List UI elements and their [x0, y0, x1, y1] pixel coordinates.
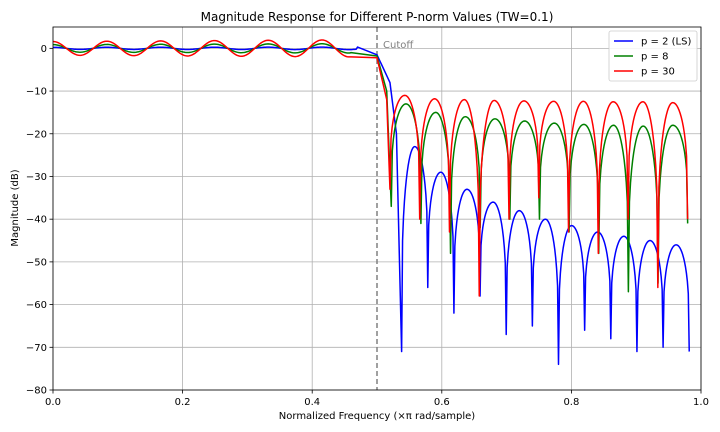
plot-frame [52, 26, 702, 391]
series-line-1 [52, 46, 690, 366]
y-tick-label: −30 [26, 172, 47, 183]
cutoff-layer: Cutoff [376, 27, 414, 390]
legend: p = 2 (LS) p = 8 p = 30 [608, 30, 698, 82]
y-tick-label: −10 [26, 87, 47, 98]
y-tick-label: −40 [26, 215, 47, 226]
chart-title: Magnitude Response for Different P-norm … [201, 10, 554, 24]
x-tick-label: 0.8 [563, 397, 579, 408]
x-tick-label: 0.2 [175, 397, 191, 408]
y-tick-label: −50 [26, 257, 47, 268]
y-tick-label: −60 [26, 300, 47, 311]
legend-box [608, 30, 698, 82]
cutoff-annotation: Cutoff [383, 40, 414, 51]
legend-label: p = 30 [641, 67, 675, 78]
series-line-3 [52, 39, 689, 297]
y-tick-label: −70 [26, 343, 47, 354]
x-tick-label: 1.0 [693, 397, 709, 408]
y-tick-label: −20 [26, 129, 47, 140]
series-layer [52, 39, 690, 366]
x-tick-label: 0.0 [45, 397, 61, 408]
y-axis-label: Magnitude (dB) [10, 169, 21, 246]
x-axis-label: Normalized Frequency (×π rad/sample) [279, 411, 476, 422]
ticks: 0.0 0.2 0.4 0.6 0.8 1.0 0 −10 −20 −30 −40 −50 −60 −70… [26, 44, 709, 408]
y-tick-label: 0 [41, 44, 47, 55]
legend-label: p = 8 [641, 52, 668, 63]
legend-label: p = 2 (LS) [641, 37, 691, 48]
y-tick-label: −80 [26, 386, 47, 397]
x-tick-label: 0.6 [434, 397, 450, 408]
x-tick-label: 0.4 [304, 397, 320, 408]
